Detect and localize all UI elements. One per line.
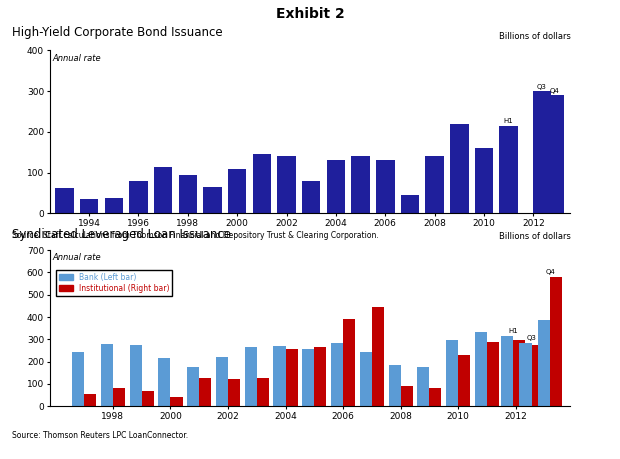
- Text: Source: Staff calculations from Thomson Financial and Depository Trust & Clearin: Source: Staff calculations from Thomson …: [12, 231, 379, 240]
- Bar: [538, 320, 551, 406]
- Bar: [277, 157, 296, 213]
- Bar: [331, 343, 343, 406]
- Text: Q4: Q4: [549, 88, 559, 94]
- Bar: [302, 181, 321, 213]
- Bar: [458, 355, 470, 406]
- Text: H1: H1: [504, 118, 513, 124]
- Bar: [500, 126, 518, 213]
- Bar: [72, 352, 84, 406]
- Bar: [501, 336, 513, 406]
- Bar: [273, 346, 286, 406]
- Bar: [84, 394, 96, 406]
- Bar: [475, 148, 494, 213]
- Text: Source: Thomson Reuters LPC LoanConnector.: Source: Thomson Reuters LPC LoanConnecto…: [12, 431, 188, 440]
- Bar: [487, 341, 499, 406]
- Bar: [446, 341, 458, 406]
- Bar: [158, 358, 170, 406]
- Bar: [228, 380, 240, 406]
- Bar: [80, 199, 99, 213]
- Text: Billions of dollars: Billions of dollars: [498, 232, 570, 241]
- Bar: [179, 175, 197, 213]
- Bar: [417, 367, 430, 406]
- Bar: [55, 188, 74, 213]
- Text: Q3: Q3: [526, 335, 536, 341]
- Text: Annual rate: Annual rate: [52, 253, 101, 262]
- Bar: [154, 167, 172, 213]
- Bar: [533, 91, 551, 213]
- Bar: [372, 307, 384, 406]
- Bar: [286, 349, 298, 406]
- Bar: [520, 343, 531, 406]
- Bar: [187, 367, 199, 406]
- Bar: [475, 331, 487, 406]
- Text: H1: H1: [508, 328, 518, 334]
- Bar: [101, 344, 113, 406]
- Bar: [425, 157, 444, 213]
- Bar: [105, 198, 123, 213]
- Bar: [302, 349, 314, 406]
- Text: High-Yield Corporate Bond Issuance: High-Yield Corporate Bond Issuance: [12, 26, 223, 39]
- Bar: [401, 195, 419, 213]
- Bar: [513, 341, 525, 406]
- Bar: [376, 161, 394, 213]
- Bar: [216, 357, 228, 406]
- Bar: [170, 397, 182, 406]
- Bar: [199, 378, 211, 406]
- Text: Q4: Q4: [546, 269, 555, 275]
- Text: Annual rate: Annual rate: [52, 54, 101, 63]
- Bar: [314, 347, 326, 406]
- Bar: [401, 386, 413, 406]
- Bar: [389, 365, 401, 406]
- Bar: [142, 391, 154, 406]
- Bar: [245, 347, 257, 406]
- Bar: [252, 154, 271, 213]
- Bar: [450, 124, 469, 213]
- Text: Syndicated Leveraged Loan Issuance: Syndicated Leveraged Loan Issuance: [12, 228, 231, 241]
- Bar: [257, 378, 269, 406]
- Bar: [203, 187, 222, 213]
- Bar: [551, 277, 562, 406]
- Bar: [531, 345, 544, 406]
- Text: Q3: Q3: [537, 84, 547, 90]
- Text: Exhibit 2: Exhibit 2: [276, 7, 344, 21]
- Bar: [545, 95, 564, 213]
- Bar: [352, 157, 370, 213]
- Text: Billions of dollars: Billions of dollars: [498, 32, 570, 41]
- Bar: [228, 168, 246, 213]
- Bar: [360, 352, 372, 406]
- Bar: [129, 181, 148, 213]
- Bar: [113, 388, 125, 406]
- Bar: [327, 161, 345, 213]
- Bar: [343, 319, 355, 406]
- Legend: Bank (Left bar), Institutional (Right bar): Bank (Left bar), Institutional (Right ba…: [56, 269, 172, 296]
- Bar: [430, 388, 441, 406]
- Bar: [130, 345, 142, 406]
